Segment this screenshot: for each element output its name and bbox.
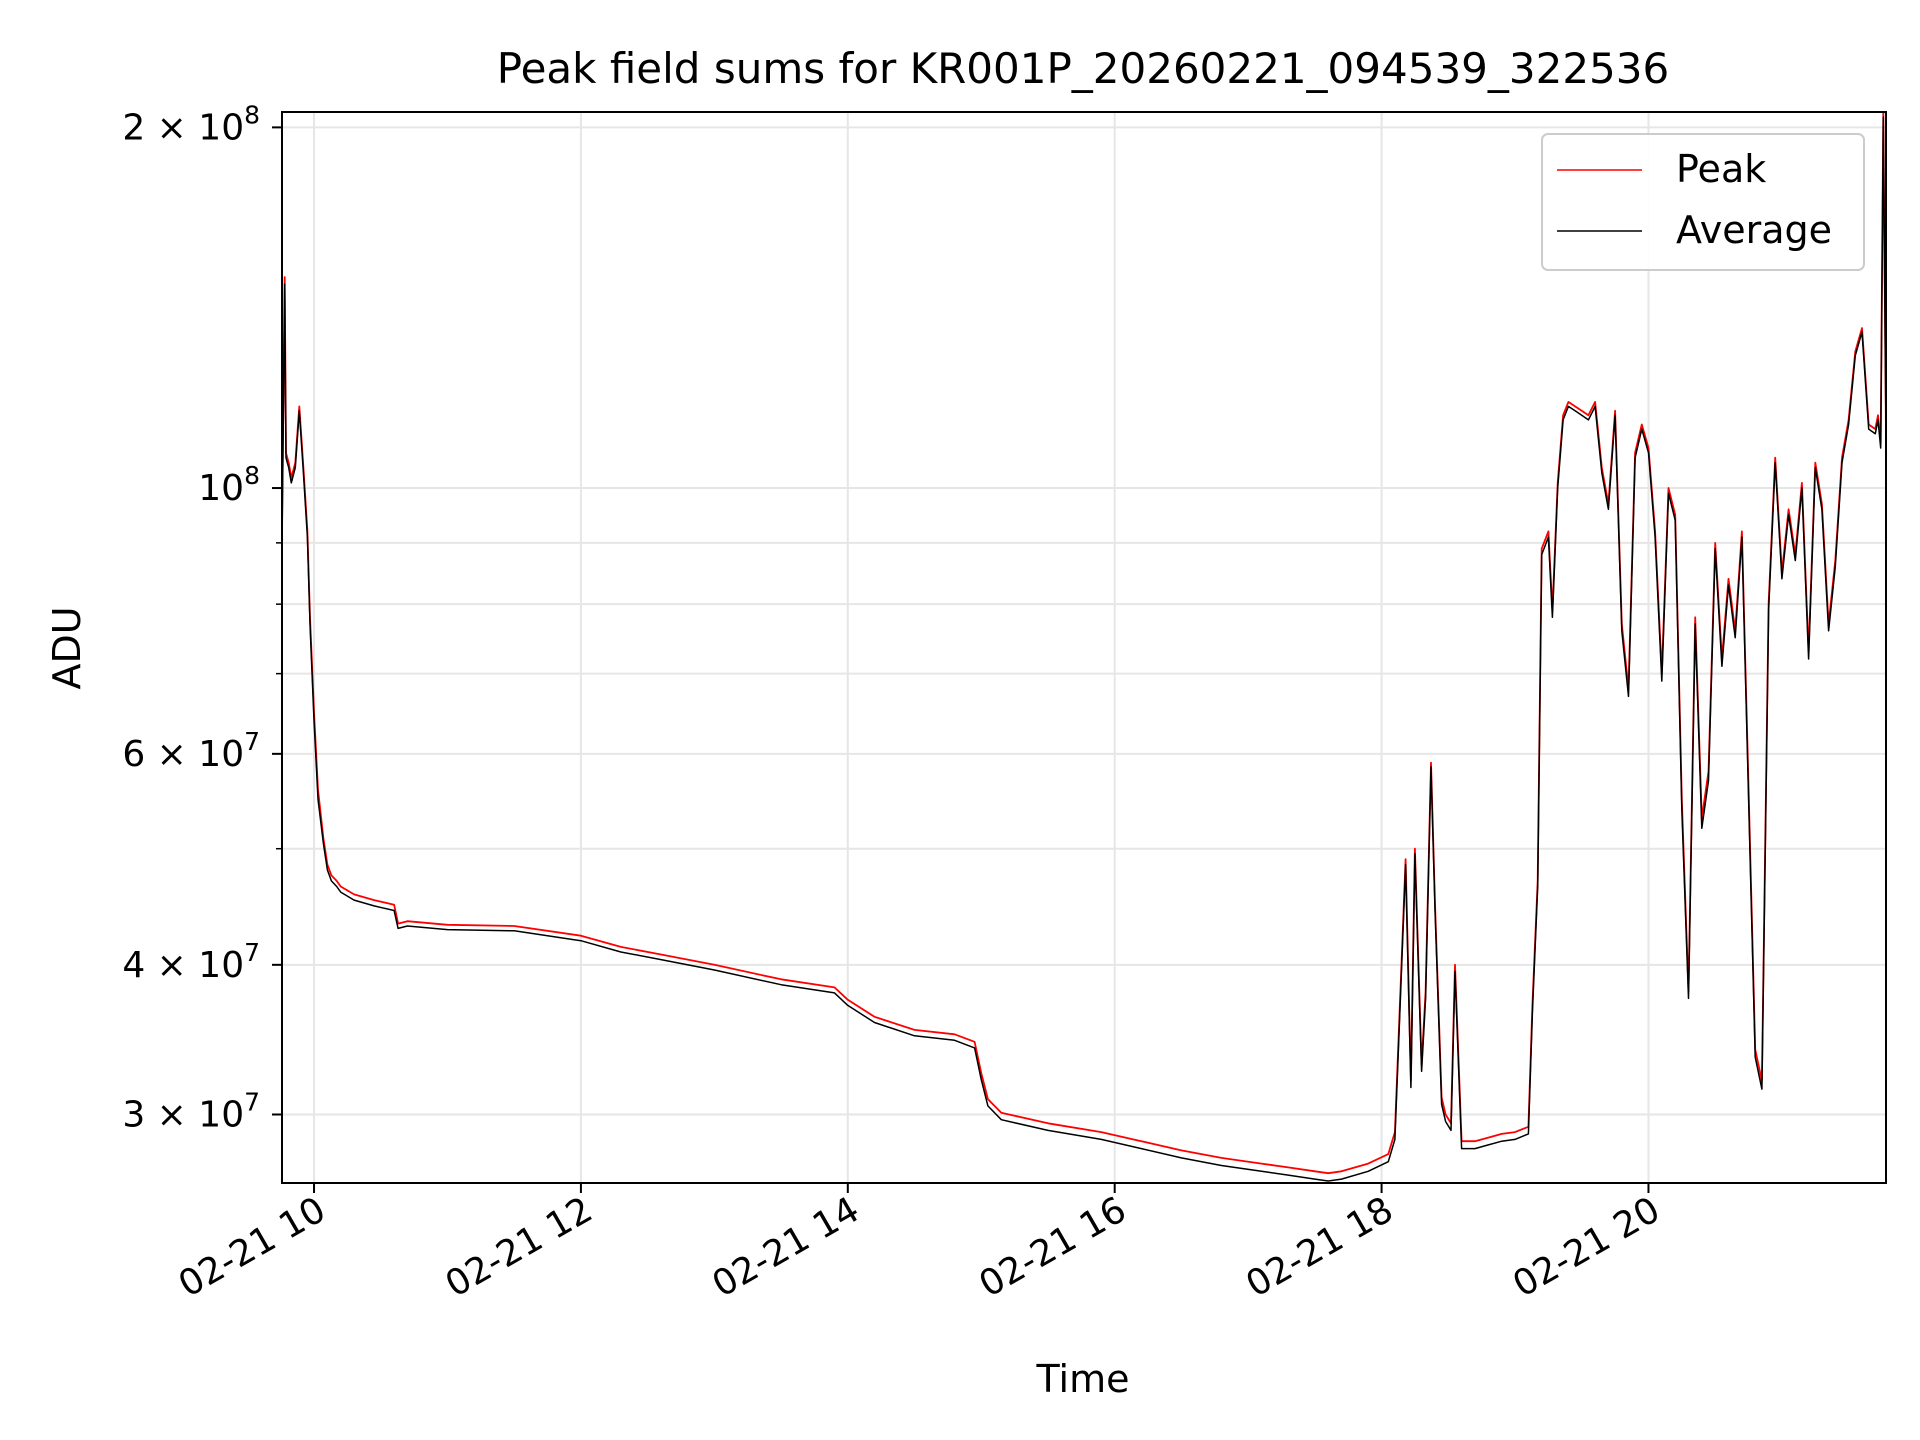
legend-frame <box>1541 133 1865 271</box>
average-series-line <box>281 116 1887 1182</box>
y-tick-label: 2 × 108 <box>122 100 260 148</box>
legend-peak-label: Peak <box>1676 147 1766 191</box>
legend: Peak Average <box>1541 133 1865 271</box>
x-axis-label: Time <box>1036 1357 1130 1401</box>
y-axis-label: ADU <box>45 606 89 689</box>
series-layer <box>281 111 1887 1182</box>
legend-average-label: Average <box>1676 208 1832 252</box>
chart-title: Peak field sums for KR001P_20260221_0945… <box>497 44 1669 93</box>
y-tick-label: 3 × 107 <box>122 1088 260 1136</box>
y-tick-label: 4 × 107 <box>122 938 260 986</box>
plot-frame <box>281 111 1887 1184</box>
y-tick-label: 6 × 107 <box>122 727 260 775</box>
